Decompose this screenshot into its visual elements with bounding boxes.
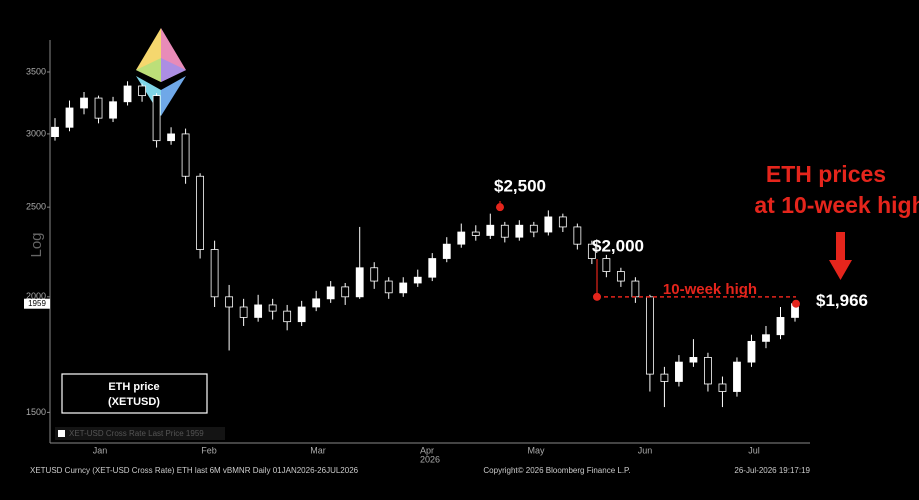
candle-body	[515, 224, 524, 238]
candle-body	[529, 224, 538, 233]
box-label: (XETUSD)	[108, 396, 160, 408]
annotation-dot	[792, 299, 800, 308]
candle-body	[646, 296, 654, 375]
candle-body	[704, 357, 712, 385]
candle-body	[254, 304, 263, 318]
candle-body	[225, 296, 234, 308]
legend-box	[55, 427, 225, 440]
candle-body	[355, 267, 364, 298]
candle-body	[544, 216, 553, 233]
candle-body	[558, 216, 567, 228]
candle-body	[413, 276, 422, 284]
candle-body	[326, 286, 335, 300]
annotation-dot	[593, 292, 601, 301]
x-tick-label: Mar	[310, 445, 326, 455]
x-tick-label: May	[527, 445, 545, 455]
x-tick-label: Feb	[201, 445, 217, 455]
candle-body	[268, 304, 277, 312]
level-label: 10-week high	[663, 281, 757, 298]
candle-body	[384, 280, 393, 294]
candle-body	[747, 340, 756, 363]
candle-body	[776, 317, 785, 336]
candle-body	[65, 107, 74, 128]
headline: ETH prices	[766, 161, 886, 187]
y-tick-label: 2000	[26, 291, 46, 301]
candle-body	[239, 306, 248, 318]
candle-body	[457, 231, 466, 245]
legend-swatch	[58, 430, 65, 437]
x-tick-label: Jan	[93, 445, 108, 455]
candle-body	[675, 361, 683, 382]
candle-body	[312, 298, 321, 308]
candle-body	[689, 357, 698, 363]
y-tick-label: 1500	[26, 407, 46, 417]
candle-body	[94, 97, 103, 119]
annotation-label: $2,500	[494, 176, 546, 195]
candle-body	[283, 310, 292, 323]
annotation-label: $2,000	[592, 236, 644, 255]
y-tick-label: 3500	[26, 66, 46, 76]
y-tick-label: 3000	[26, 128, 46, 138]
candle-body	[152, 95, 161, 142]
last-price-tag: 1959	[28, 299, 46, 308]
candle-body	[471, 231, 480, 236]
candle-body	[587, 243, 596, 259]
candle-body	[341, 286, 350, 298]
candle-body	[123, 85, 132, 103]
y-tick-label: 2500	[26, 202, 46, 212]
footer-left: XETUSD Curncy (XET-USD Cross Rate) ETH l…	[30, 466, 359, 475]
candle-body	[196, 175, 204, 250]
candle-body	[181, 133, 190, 177]
candle-body	[733, 361, 741, 392]
year-label: 2026	[420, 454, 440, 464]
footer-right: 26-Jul-2026 19:17:19	[734, 466, 810, 475]
candle-body	[51, 126, 59, 138]
candle-body	[370, 267, 379, 282]
candle-body	[660, 373, 669, 382]
candle-body	[718, 383, 727, 392]
x-tick-label: Jul	[748, 445, 760, 455]
x-tick-label: Apr	[420, 445, 434, 455]
candle-body	[138, 85, 146, 97]
candle-body	[109, 101, 117, 119]
candle-body	[399, 282, 408, 294]
candle-body	[297, 306, 306, 323]
legend-text: XET-USD Cross Rate Last Price 1959	[69, 429, 204, 438]
candle-body	[442, 243, 451, 259]
y-axis-label: Log	[28, 232, 45, 257]
candle-body	[210, 249, 219, 298]
annotation-dot	[496, 203, 504, 212]
candle-body	[762, 334, 770, 342]
x-tick-label: Jun	[638, 445, 653, 455]
candle-body	[602, 258, 611, 272]
footer-center: Copyright© 2026 Bloomberg Finance L.P.	[483, 466, 630, 475]
headline: at 10-week high	[754, 192, 919, 218]
candle-body	[428, 258, 437, 278]
last-price-box	[24, 298, 50, 309]
label-box	[61, 373, 208, 414]
annotation-label: $1,966	[816, 291, 868, 310]
box-label: ETH price	[108, 381, 159, 393]
arrow	[829, 232, 852, 280]
candle-body	[167, 133, 175, 142]
candle-body	[573, 226, 582, 245]
candle-body	[80, 97, 88, 109]
candle-body	[616, 271, 625, 282]
candle-body	[631, 280, 640, 298]
candle-body	[500, 224, 509, 238]
candle-body	[486, 224, 495, 236]
